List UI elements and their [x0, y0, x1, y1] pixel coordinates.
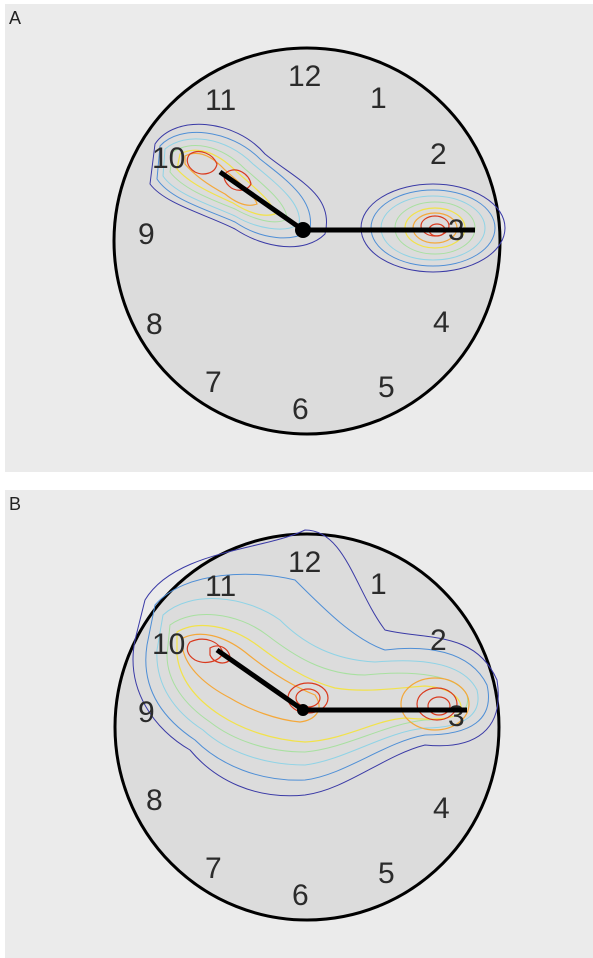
dial-number-2: 2 — [430, 138, 447, 171]
dial-face — [113, 532, 501, 922]
hand-pivot — [297, 704, 309, 716]
dial-number-9: 9 — [138, 218, 155, 251]
dial-number-5: 5 — [378, 371, 395, 404]
dial-number-7: 7 — [205, 366, 222, 399]
panel-a: A 12 1 2 3 4 5 — [5, 4, 593, 472]
dial-number-4: 4 — [433, 792, 450, 825]
dial-number-10: 10 — [152, 628, 185, 661]
clock-diagram-b: 12 1 2 3 4 5 6 7 8 9 10 11 — [113, 529, 501, 922]
dial-number-8: 8 — [146, 784, 163, 817]
dial-number-8: 8 — [146, 308, 163, 341]
dial-number-3: 3 — [448, 700, 465, 733]
dial-number-6: 6 — [292, 879, 309, 912]
dial-number-10: 10 — [152, 142, 185, 175]
panel-b: B 12 1 2 3 4 5 6 7 8 — [5, 490, 593, 958]
dial-numbers: 12 1 2 3 4 5 6 7 8 9 10 11 — [138, 60, 465, 426]
dial-number-6: 6 — [292, 393, 309, 426]
clock-hands — [215, 647, 467, 716]
hand-pivot — [295, 222, 311, 238]
dial-number-11: 11 — [205, 84, 236, 117]
clock-diagram-a: 12 1 2 3 4 5 6 7 8 9 10 11 — [112, 46, 506, 436]
clock-hands — [218, 169, 475, 238]
hour-hand — [218, 169, 305, 233]
panel-label-b: B — [9, 494, 22, 514]
dial-number-12: 12 — [288, 546, 321, 579]
dial-number-2: 2 — [430, 624, 447, 657]
dial-number-9: 9 — [138, 696, 155, 729]
dial-number-11: 11 — [205, 570, 236, 603]
dial-number-12: 12 — [288, 60, 321, 93]
dial-number-1: 1 — [370, 568, 387, 601]
dial-number-1: 1 — [370, 82, 387, 115]
gaze-density-contours — [132, 529, 499, 797]
panel-label-a: A — [9, 8, 22, 28]
dial-number-7: 7 — [205, 852, 222, 885]
dial-face — [112, 46, 502, 436]
dial-number-5: 5 — [378, 857, 395, 890]
hour-hand — [215, 647, 305, 713]
dial-number-4: 4 — [433, 306, 450, 339]
